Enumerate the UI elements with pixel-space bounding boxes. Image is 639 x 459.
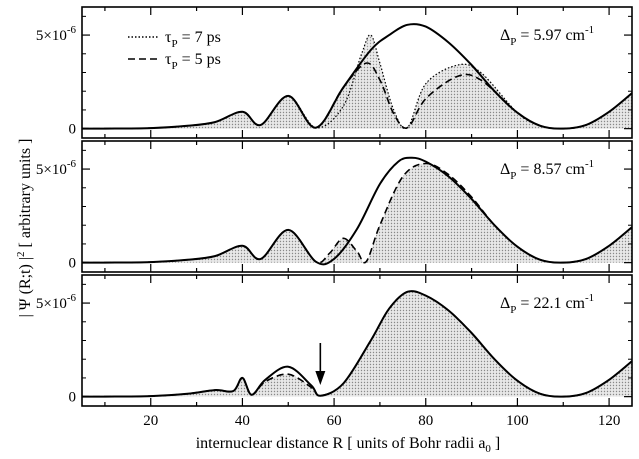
shaded-area <box>82 163 632 263</box>
panel-middle: 0 5×10-6 ΔP = 8.57 cm-1 <box>36 140 633 273</box>
shaded-area <box>82 291 632 397</box>
y-axis-label: | Ψ (R;t) |2 [ arbitrary units ] <box>15 139 34 318</box>
delta-annotation: ΔP = 5.97 cm-1 <box>500 24 594 48</box>
shaded-area-dotted <box>82 34 632 129</box>
x-tick-label: 100 <box>506 413 529 429</box>
y-tick-label: 0 <box>69 390 77 406</box>
series-line-dashed <box>81 62 633 130</box>
y-tick-label: 5×10-6 <box>36 292 77 312</box>
legend-label-dashed: τP = 5 ps <box>165 51 221 72</box>
y-tick-label: 0 <box>69 256 77 272</box>
x-axis-label: internuclear distance R [ units of Bohr … <box>196 435 501 455</box>
panel-bottom: 0 5×10-6 20 40 60 80 100 120 ΔP = 22.1 cm-1 <box>36 274 633 429</box>
x-tick-label: 80 <box>418 413 433 429</box>
x-tick-label: 40 <box>235 413 250 429</box>
delta-annotation: ΔP = 22.1 cm-1 <box>500 292 594 316</box>
y-tick-label: 5×10-6 <box>36 158 77 178</box>
x-tick-label: 20 <box>143 413 158 429</box>
series-line-dashed <box>81 290 633 398</box>
series-line-dashed <box>81 162 633 264</box>
y-tick-label: 0 <box>69 122 77 138</box>
arrow-head <box>315 371 326 385</box>
x-tick-label: 60 <box>327 413 342 429</box>
delta-annotation: ΔP = 8.57 cm-1 <box>500 158 594 182</box>
legend-label-dotted: τP = 7 ps <box>165 29 221 50</box>
x-tick-label: 120 <box>598 413 621 429</box>
y-tick-label: 5×10-6 <box>36 24 77 44</box>
